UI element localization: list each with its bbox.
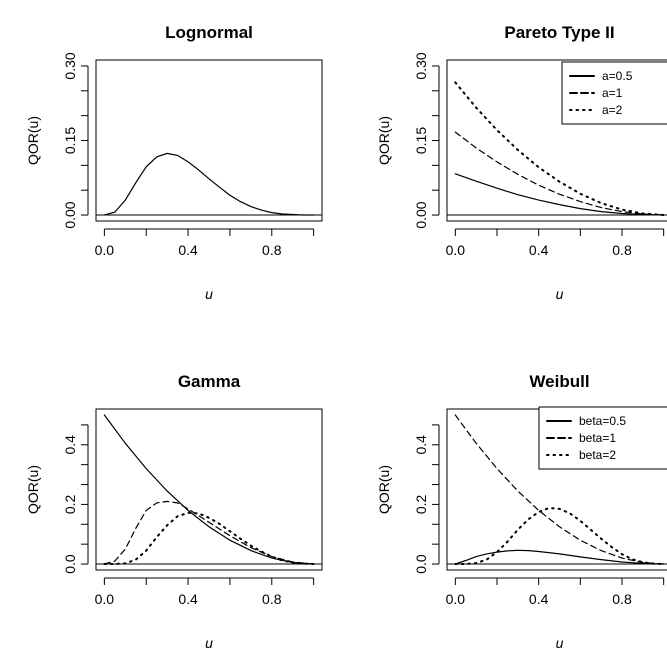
panel-4-y-tick-label: 0.2 xyxy=(413,494,429,514)
panel-2-legend-label: a=1 xyxy=(602,86,623,100)
panel-1-y-tick-label: 0.00 xyxy=(62,201,78,228)
panel-1-y-tick-label: 0.15 xyxy=(62,127,78,154)
panel-4-legend-label: beta=2 xyxy=(579,448,616,462)
panel-2-y-tick-label: 0.15 xyxy=(413,127,429,154)
panel-2-y-tick-label: 0.30 xyxy=(413,52,429,79)
panel-3-y-tick-label: 0.4 xyxy=(62,435,78,455)
panel-2-x-axis-label: u xyxy=(556,286,564,302)
panel-3-y-axis-label: QOR(u) xyxy=(25,465,41,514)
panel-3-x-tick-label: 0.8 xyxy=(262,591,282,607)
panel-3-series-2-line xyxy=(103,500,315,565)
panel-3-frame xyxy=(95,408,323,571)
panel-1-x-tick-label: 0.0 xyxy=(95,242,115,258)
panel-1-x-tick-label: 0.8 xyxy=(262,242,282,258)
panel-2-series-1-line xyxy=(454,173,665,216)
panel-4-legend-label: beta=0.5 xyxy=(579,414,626,428)
panel-4-x-tick-label: 0.0 xyxy=(446,591,466,607)
panel-2-y-tick-label: 0.00 xyxy=(413,201,429,228)
panel-1-y-tick-label: 0.30 xyxy=(62,52,78,79)
panel-2-legend-box xyxy=(561,61,667,125)
panel-1-series-1-line xyxy=(103,152,315,216)
panel-1-frame xyxy=(95,59,323,222)
panel-3-x-tick-label: 0.0 xyxy=(95,591,115,607)
panel-4-x-tick-label: 0.4 xyxy=(529,591,549,607)
panel-2-series-2-line xyxy=(454,131,665,216)
panel-3-x-axis-label: u xyxy=(205,635,213,651)
panel-1-x-tick-label: 0.4 xyxy=(178,242,198,258)
panel-2-y-axis-label: QOR(u) xyxy=(376,116,392,165)
panel-3-y-tick-label: 0.0 xyxy=(62,554,78,574)
panel-1-x-axis-label: u xyxy=(205,286,213,302)
panel-3-series-3-line xyxy=(103,511,315,565)
panel-1-y-axis-label: QOR(u) xyxy=(25,116,41,165)
panel-2-frame xyxy=(446,59,667,222)
panel-2-x-tick-label: 0.4 xyxy=(529,242,549,258)
panel-3-y-tick-label: 0.2 xyxy=(62,494,78,514)
panel-4-title: Weibull xyxy=(529,372,589,391)
panel-3-series-1-line xyxy=(103,414,315,565)
panel-2-series-3-line xyxy=(454,81,665,216)
panel-2-x-tick-label: 0.0 xyxy=(446,242,466,258)
panel-4-y-tick-label: 0.4 xyxy=(413,435,429,455)
panel-4-series-1-line xyxy=(454,549,665,565)
panel-4-y-tick-label: 0.0 xyxy=(413,554,429,574)
panel-4-series-3-line xyxy=(454,506,665,565)
panel-4-legend-label: beta=1 xyxy=(579,431,616,445)
panel-1-title: Lognormal xyxy=(165,23,253,42)
panel-3-x-tick-label: 0.4 xyxy=(178,591,198,607)
panel-4-y-axis-label: QOR(u) xyxy=(376,465,392,514)
panel-2-legend-label: a=2 xyxy=(602,103,623,117)
panel-2-legend-label: a=0.5 xyxy=(602,69,633,83)
panel-3-title: Gamma xyxy=(178,372,241,391)
panel-4-series-2-line xyxy=(454,414,665,565)
panel-2-title: Pareto Type II xyxy=(504,23,614,42)
panel-4-x-axis-label: u xyxy=(556,635,564,651)
panel-2-x-tick-label: 0.8 xyxy=(612,242,632,258)
panel-4-x-tick-label: 0.8 xyxy=(612,591,632,607)
